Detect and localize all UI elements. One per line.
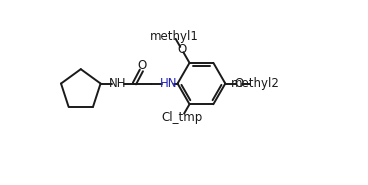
Text: O: O (138, 59, 147, 72)
Text: methyl2: methyl2 (231, 77, 280, 90)
Text: O: O (234, 77, 244, 90)
Text: O: O (177, 43, 187, 56)
Text: NH: NH (109, 77, 126, 90)
Text: methyl1: methyl1 (150, 30, 199, 43)
Text: Cl_tmp: Cl_tmp (161, 111, 202, 124)
Text: HN: HN (160, 77, 177, 90)
